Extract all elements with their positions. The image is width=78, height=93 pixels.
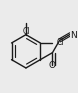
Text: Cl: Cl xyxy=(22,27,30,36)
Text: N: N xyxy=(71,31,77,40)
Text: Cl: Cl xyxy=(57,38,64,47)
Text: O: O xyxy=(49,61,56,70)
